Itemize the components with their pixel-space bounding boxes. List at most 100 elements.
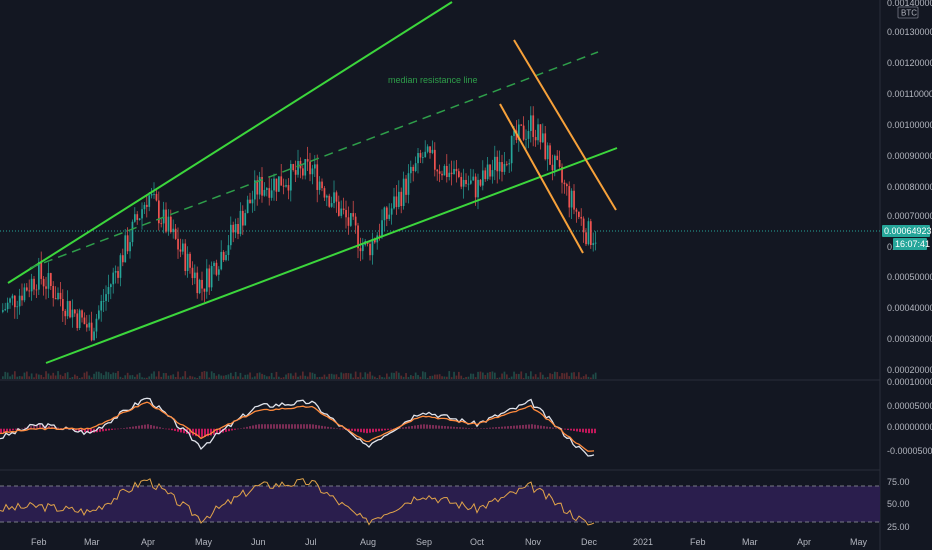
time-axis[interactable]: Feb Mar Apr May Jun Jul Aug Sep Oct Nov …	[31, 537, 868, 547]
candle-body	[52, 286, 55, 299]
candle-body	[153, 193, 155, 195]
candle-body	[359, 248, 362, 252]
candle-body	[395, 196, 398, 207]
volume-bar	[227, 374, 230, 379]
candle-body	[4, 309, 7, 311]
volume-bar	[134, 376, 136, 379]
candle-body	[282, 185, 285, 187]
candle-body	[491, 170, 494, 177]
price-tick: 0.00110000	[887, 89, 932, 99]
volume-bar	[35, 373, 38, 379]
macd-histogram-bar	[195, 428, 197, 437]
candle-body	[179, 249, 182, 252]
rsi-tick: 50.00	[887, 499, 910, 509]
volume-bar	[390, 372, 393, 379]
volume-bar	[465, 376, 467, 379]
volume-bar	[438, 374, 441, 379]
candle-body	[400, 191, 403, 207]
candle-body	[237, 223, 239, 234]
volume-bar	[280, 377, 283, 379]
countdown-badge	[893, 238, 927, 250]
volume-bar	[146, 377, 148, 379]
volume-bar	[290, 373, 292, 379]
candle-body	[539, 124, 542, 143]
macd-tick: 0.00000000	[887, 422, 932, 432]
macd-histogram-bar	[498, 426, 500, 429]
macd-histogram-bar	[546, 426, 548, 429]
candle-body	[434, 149, 436, 170]
volume-bar	[184, 371, 187, 379]
macd-histogram-bar	[342, 428, 344, 430]
volume-bar	[587, 376, 590, 379]
macd-line	[0, 397, 595, 457]
volume-bar	[203, 371, 206, 379]
macd-histogram-bar	[141, 425, 143, 429]
rising-channel-top-line[interactable]	[7, 1, 453, 284]
volume-bar	[206, 371, 208, 379]
candle-body	[405, 178, 407, 195]
volume-bar	[100, 373, 103, 379]
volume-bar	[251, 377, 254, 379]
macd-histogram-bar	[426, 424, 428, 429]
candle-body	[431, 149, 434, 153]
candle-body	[261, 177, 263, 196]
time-tick: Oct	[470, 537, 485, 547]
candle-body	[508, 163, 511, 165]
volume-bar	[522, 377, 525, 379]
candle-body	[266, 188, 268, 190]
candle-body	[59, 292, 62, 300]
candle-body	[107, 287, 110, 295]
falling-channel-bottom-line[interactable]	[499, 103, 584, 254]
candle-body	[196, 272, 199, 294]
candle-body	[398, 191, 400, 207]
macd-histogram-bar	[561, 428, 563, 430]
volume-bar	[138, 372, 141, 379]
falling-channel-top-line[interactable]	[513, 39, 617, 211]
price-axis[interactable]: 0.00140000 BTC 0.00130000 0.00120000 0.0…	[882, 0, 932, 375]
candle-body	[112, 272, 115, 285]
candle-body	[448, 172, 451, 178]
macd-histogram-bar	[99, 428, 101, 432]
candle-body	[74, 309, 76, 314]
volume-bar	[314, 373, 316, 379]
macd-histogram-bar	[324, 426, 326, 429]
volume-bar	[244, 374, 247, 379]
volume-bar	[479, 371, 482, 379]
volume-bar	[90, 377, 93, 379]
time-tick: 2021	[633, 537, 653, 547]
volume-bar	[110, 374, 112, 379]
candle-body	[131, 221, 134, 243]
candle-body	[537, 124, 539, 141]
volume-bar	[333, 374, 335, 379]
candle-body	[311, 168, 314, 175]
volume-bar	[345, 372, 347, 379]
median-resistance-line[interactable]	[29, 51, 599, 269]
candle-body	[302, 168, 304, 176]
volume-bar	[57, 371, 59, 379]
volume-bar	[592, 374, 595, 379]
candle-body	[285, 185, 287, 187]
macd-histogram-bar	[177, 428, 179, 432]
macd-tick: 0.00010000	[887, 377, 932, 387]
rising-channel-bottom-line[interactable]	[45, 147, 618, 364]
macd-histogram-bar	[105, 428, 107, 431]
candle-body	[268, 188, 271, 198]
volume-bar	[328, 373, 331, 379]
macd-histogram	[0, 424, 596, 438]
macd-histogram-bar	[36, 424, 38, 429]
macd-histogram-bar	[408, 426, 410, 429]
candle-body	[290, 164, 292, 191]
volume-bar	[309, 372, 311, 379]
price-tick-top: 0.00140000	[887, 0, 932, 8]
candle-body	[150, 194, 153, 196]
candle-body	[422, 157, 424, 159]
candle-body	[129, 242, 131, 252]
volume-bar	[275, 371, 278, 379]
macd-axis: 0.00010000 0.00005000 0.00000000 -0.0000…	[887, 377, 932, 456]
candle-body	[208, 268, 211, 288]
volume-bar	[26, 371, 28, 379]
macd-histogram-bar	[483, 428, 485, 429]
volume-bar	[47, 373, 50, 379]
volume-bar	[66, 372, 69, 379]
